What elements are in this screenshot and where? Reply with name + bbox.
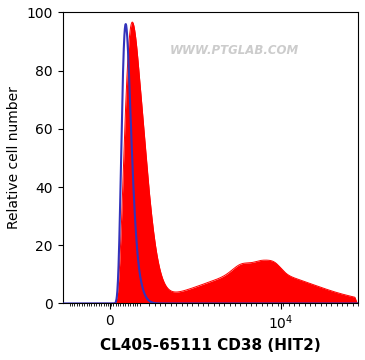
Text: WWW.PTGLAB.COM: WWW.PTGLAB.COM (169, 44, 299, 57)
X-axis label: CL405-65111 CD38 (HIT2): CL405-65111 CD38 (HIT2) (100, 338, 321, 353)
Y-axis label: Relative cell number: Relative cell number (7, 86, 21, 229)
